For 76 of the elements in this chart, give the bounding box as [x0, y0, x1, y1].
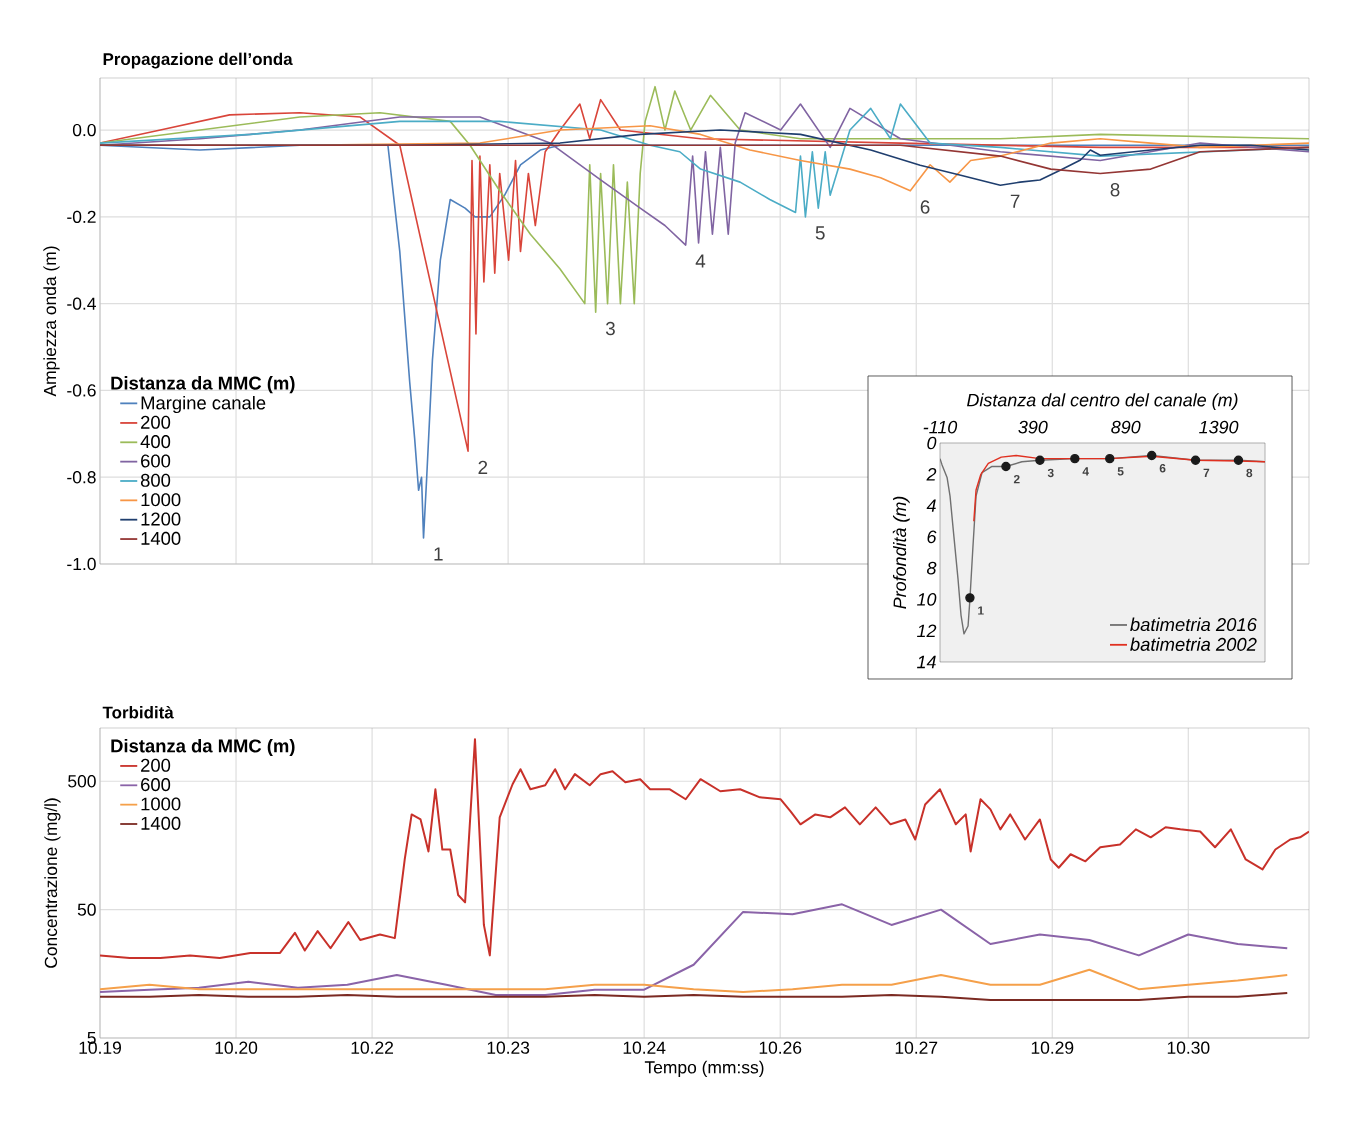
- point: [1105, 453, 1115, 464]
- annotation: 4: [1082, 467, 1089, 476]
- x-tick-label: 10.30: [1167, 1041, 1210, 1054]
- point: [1035, 455, 1045, 465]
- legend-label: 1000: [141, 493, 181, 507]
- legend-title: Distanza da MMC (m): [111, 376, 295, 394]
- legend-title: Distanza da MMC (m): [111, 738, 295, 757]
- annotation: 2: [478, 460, 488, 474]
- annotation: 3: [605, 321, 615, 336]
- annotation: 6: [1159, 464, 1166, 473]
- legend-label: 1200: [141, 512, 181, 526]
- legend-label: 800: [140, 473, 171, 487]
- x-tick-label: 10.24: [623, 1041, 666, 1054]
- x-tick-label: 10.20: [215, 1041, 258, 1054]
- x-axis-title: Distanza dal centro del canale (m): [967, 393, 1238, 410]
- y-axis-title: Concentrazione (mg/l): [44, 798, 61, 968]
- y-tick-label: -0.4: [67, 297, 96, 310]
- legend-label: 200: [141, 758, 171, 772]
- y-tick-label: 50: [77, 903, 96, 916]
- point: [1001, 461, 1011, 472]
- annotation: 4: [695, 254, 706, 268]
- x-tick-label: -110: [923, 420, 958, 434]
- y-tick-label: 4: [926, 499, 936, 512]
- y-tick-label: 2: [926, 468, 937, 481]
- y-tick-label: 8: [926, 561, 937, 575]
- y-tick-label: -0.2: [67, 210, 96, 224]
- x-tick-label: 10.27: [895, 1041, 938, 1054]
- point: [1147, 450, 1157, 461]
- y-axis-title: Profondità (m): [892, 496, 910, 609]
- x-tick-label: 890: [1111, 420, 1141, 434]
- annotation: 1: [978, 606, 984, 615]
- y-tick-label: 12: [917, 624, 937, 637]
- y-tick-label: 14: [917, 655, 936, 669]
- y-tick-label: 6: [927, 530, 937, 544]
- y-tick-label: 0.0: [72, 123, 96, 137]
- legend-label: 600: [141, 454, 171, 468]
- point: [965, 593, 975, 603]
- x-tick-label: 10.26: [759, 1041, 802, 1054]
- annotation: 5: [1117, 467, 1124, 476]
- legend-label: 200: [141, 415, 171, 429]
- point: [1070, 453, 1080, 464]
- legend-label: 1400: [141, 816, 181, 830]
- y-tick-label: 0: [927, 436, 937, 450]
- point: [1233, 455, 1244, 465]
- y-tick-label: 500: [68, 775, 96, 788]
- legend-label: batimetria 2016: [1130, 617, 1257, 632]
- annotation: 7: [1203, 468, 1210, 477]
- x-tick-label: 1390: [1199, 420, 1239, 434]
- legend-label: Margine canale: [141, 395, 266, 414]
- line-series: [100, 903, 1289, 997]
- legend-label: 1400: [141, 531, 181, 545]
- chart-title: Torbidità: [102, 705, 174, 719]
- line-series: [100, 738, 1310, 959]
- y-tick-label: 10: [917, 593, 937, 606]
- x-tick-label: 10.29: [1031, 1041, 1074, 1054]
- y-axis-title: Ampiezza onda (m): [43, 246, 60, 397]
- annotation: 2: [1013, 474, 1020, 484]
- y-tick-label: -0.6: [67, 384, 96, 397]
- point: [1190, 455, 1201, 465]
- annotation: 7: [1010, 194, 1020, 208]
- legend-label: batimetria 2002: [1130, 637, 1257, 651]
- annotation: 5: [815, 226, 825, 240]
- annotation: 1: [434, 547, 443, 561]
- annotation: 8: [1110, 182, 1120, 197]
- x-tick-label: 10.22: [351, 1041, 394, 1054]
- y-tick-label: -0.8: [67, 471, 96, 484]
- legend-label: 600: [141, 778, 171, 792]
- chart-title: Propagazione dell’onda: [103, 52, 293, 69]
- y-tick-label: -1.0: [67, 557, 96, 571]
- x-axis-title: Tempo (mm:ss): [644, 1060, 764, 1077]
- legend-label: 400: [140, 435, 171, 449]
- x-tick-label: 390: [1018, 420, 1048, 434]
- annotation: 8: [1246, 468, 1253, 478]
- legend-label: 1000: [141, 797, 181, 811]
- annotation: 3: [1047, 468, 1054, 478]
- x-tick-label: 10.23: [487, 1041, 530, 1054]
